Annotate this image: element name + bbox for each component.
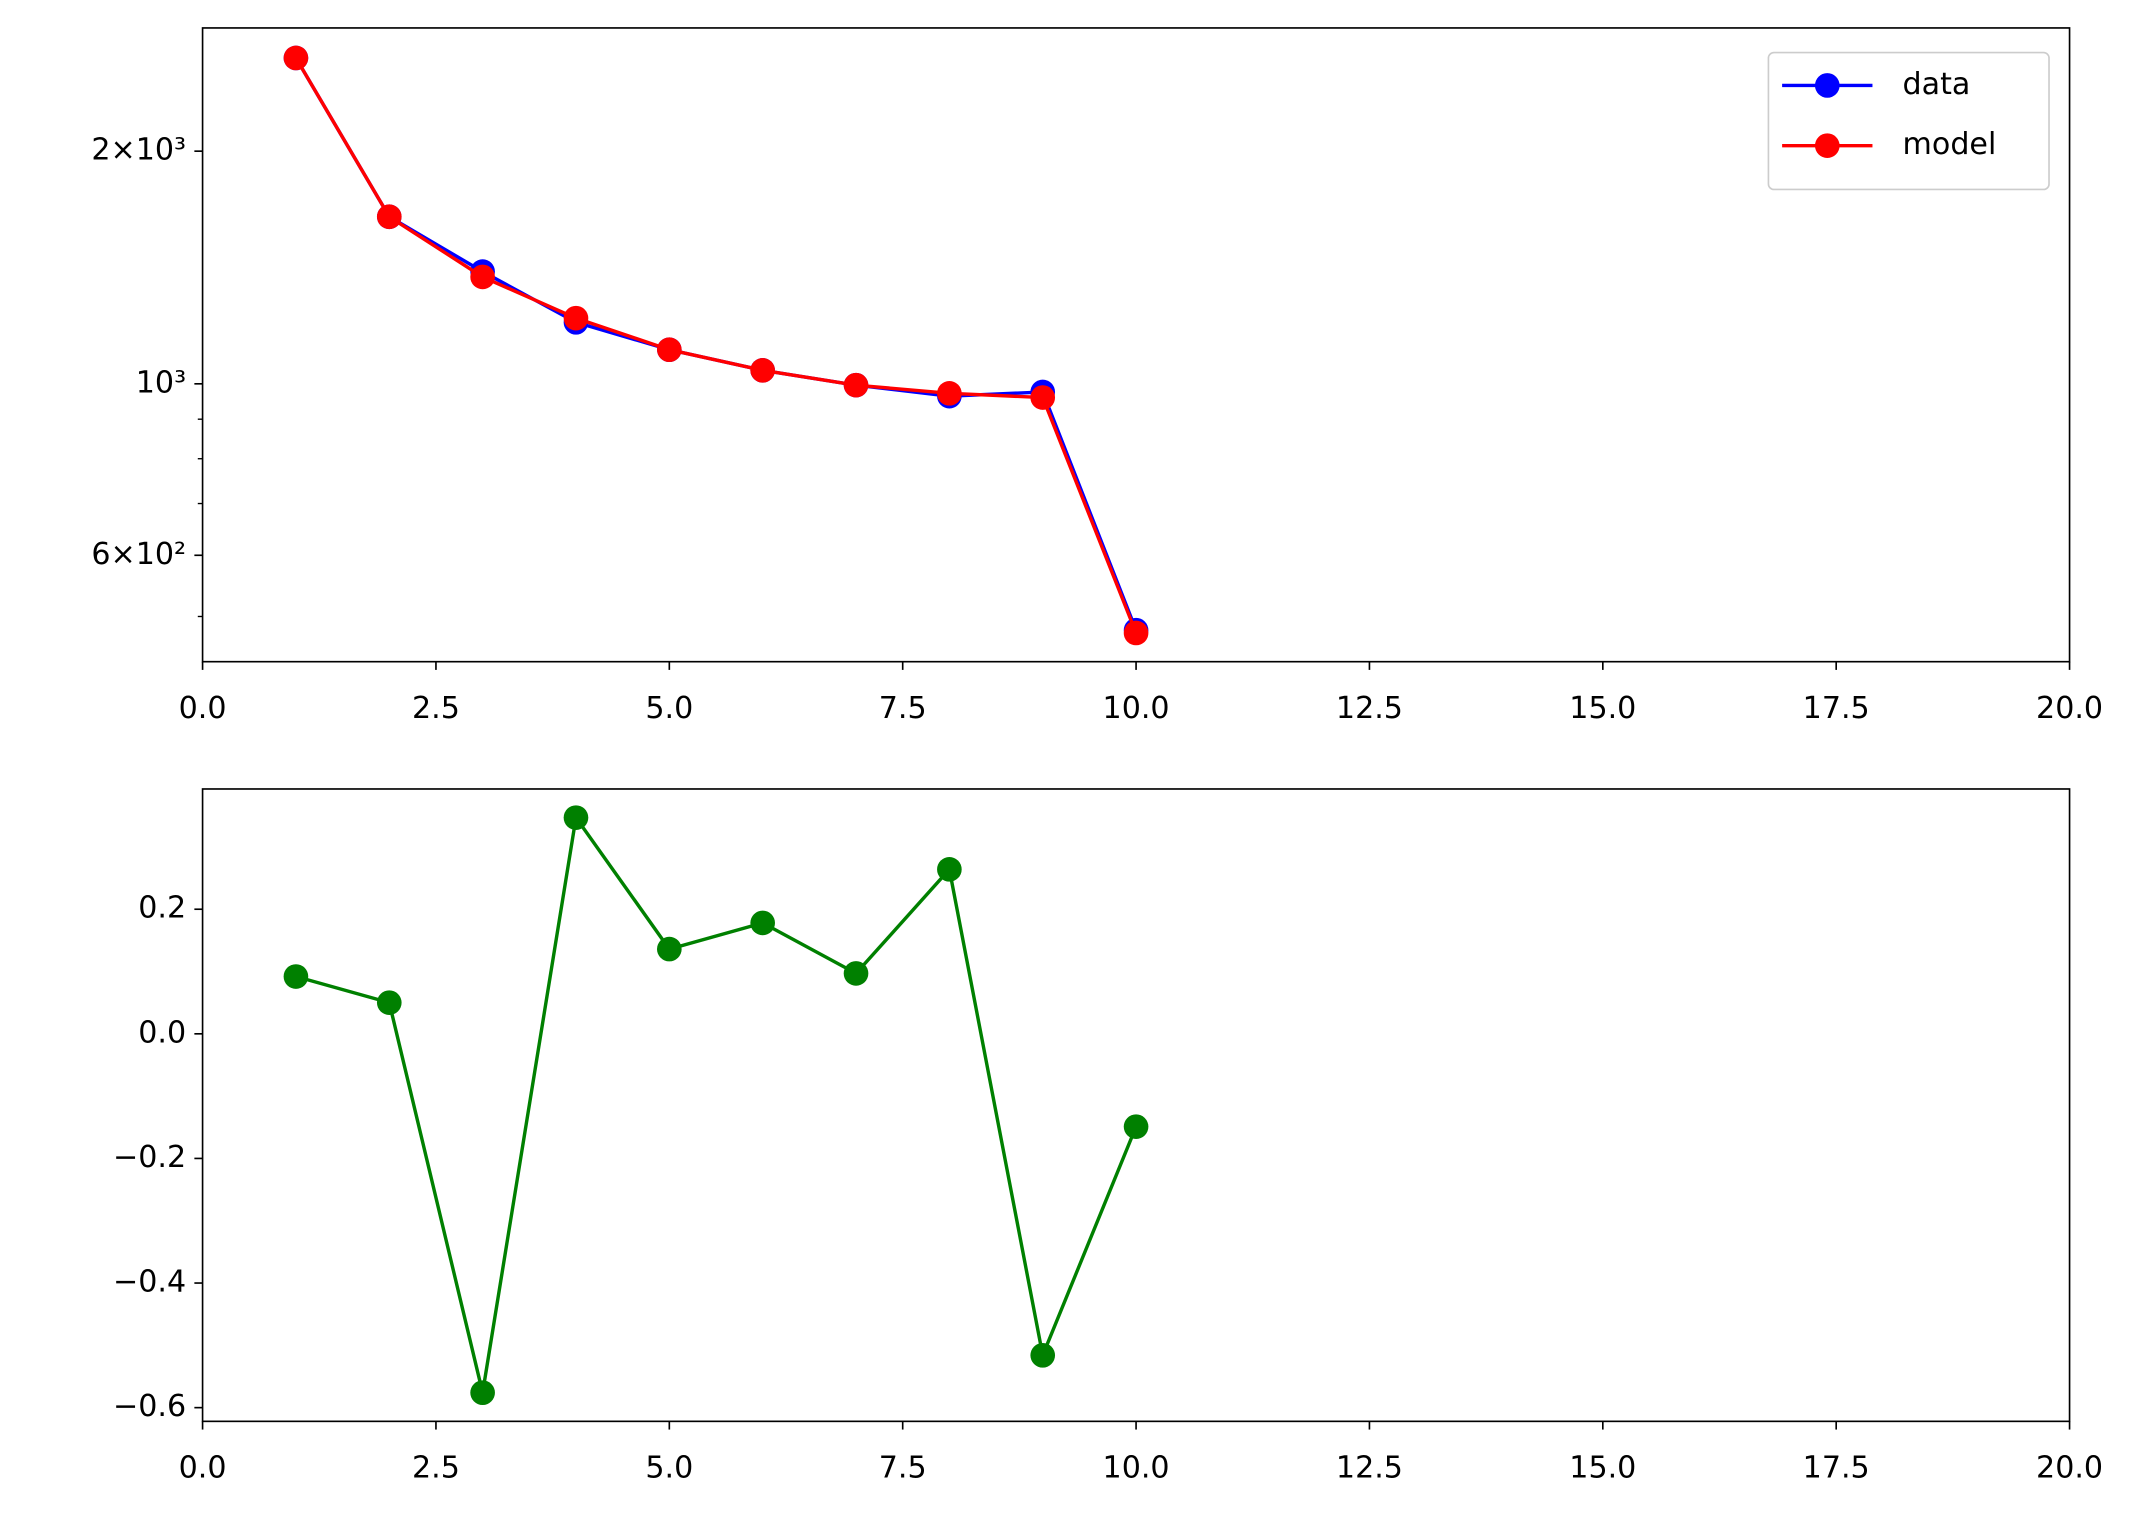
x-tick-label: 17.5	[1803, 691, 1870, 726]
data-point	[937, 857, 962, 882]
data-point	[843, 372, 869, 398]
data-point	[283, 45, 309, 71]
x-tick-label: 2.5	[412, 691, 460, 726]
data-point	[1030, 1342, 1056, 1368]
x-tick-label: 2.5	[412, 1451, 460, 1486]
data-point	[750, 358, 775, 383]
x-tick-label: 12.5	[1336, 1451, 1403, 1486]
y-tick-label: 0.0	[138, 1015, 186, 1050]
y-tick-label: −0.2	[113, 1140, 186, 1175]
x-tick-label: 7.5	[879, 691, 927, 726]
legend-marker	[1814, 73, 1840, 98]
y-tick-label: −0.4	[113, 1265, 186, 1300]
data-point	[563, 805, 589, 830]
y-tick-label: 6×10²	[91, 537, 186, 572]
series-line	[294, 57, 1138, 634]
x-tick-label: 7.5	[879, 1451, 927, 1486]
y-tick-label: −0.6	[113, 1389, 186, 1424]
x-tick-label: 17.5	[1803, 1451, 1870, 1486]
legend-label: data	[1903, 67, 1971, 102]
axes-frame	[201, 788, 2071, 1423]
plot-area	[283, 45, 1149, 646]
series-line	[295, 813, 1138, 1394]
legend-marker	[1814, 133, 1840, 158]
data-point	[376, 204, 402, 230]
x-tick-label: 20.0	[2036, 691, 2103, 726]
data-point	[470, 264, 495, 290]
x-tick-label: 12.5	[1336, 691, 1403, 726]
y-tick-label: 10³	[136, 365, 186, 400]
x-tick-label: 10.0	[1103, 691, 1170, 726]
y-tick-label: 0.2	[138, 891, 186, 926]
x-tick-label: 0.0	[179, 1451, 227, 1486]
x-tick-label: 15.0	[1569, 1451, 1636, 1486]
x-tick-label: 5.0	[645, 1451, 693, 1486]
data-point	[937, 381, 962, 406]
x-tick-label: 0.0	[179, 691, 227, 726]
x-tick-label: 15.0	[1569, 691, 1636, 726]
data-point	[1030, 385, 1056, 410]
data-point	[376, 990, 402, 1015]
plot-area	[283, 805, 1149, 1406]
axes-frame	[201, 27, 2071, 663]
x-tick-label: 10.0	[1103, 1451, 1170, 1486]
data-point	[470, 1380, 495, 1406]
data-point	[843, 961, 869, 986]
y-tick-label: 2×10³	[91, 133, 186, 168]
x-tick-label: 5.0	[645, 691, 693, 726]
data-point	[1123, 1114, 1149, 1139]
data-point	[563, 305, 589, 331]
legend-label: model	[1903, 127, 1997, 162]
data-point	[657, 936, 682, 962]
data-point	[657, 337, 682, 363]
data-point	[283, 964, 309, 989]
data-point	[1123, 620, 1149, 646]
data-point	[750, 910, 775, 936]
x-tick-label: 20.0	[2036, 1451, 2103, 1486]
series-line	[294, 57, 1138, 631]
